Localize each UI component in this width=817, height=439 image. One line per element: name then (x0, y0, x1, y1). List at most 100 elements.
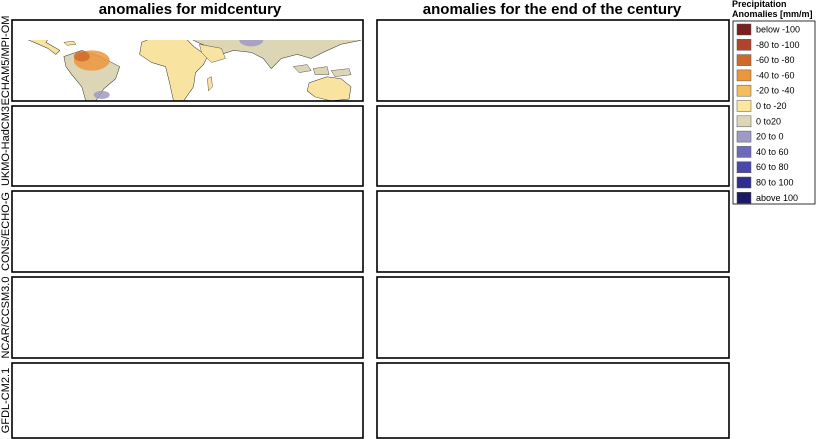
map-panel (377, 363, 729, 438)
panel-frame-bg (377, 20, 729, 101)
anomaly-region (587, 114, 647, 126)
continents (12, 106, 361, 186)
anomaly-region (174, 402, 190, 417)
legend-label: -60 to -80 (756, 55, 795, 65)
row-label: GFDL-CM2.1 (0, 368, 12, 433)
legend-label: below -100 (756, 25, 800, 35)
panel-border (376, 190, 730, 273)
map-panel (24, 40, 363, 102)
anomaly-region (93, 90, 110, 99)
anomaly-region (442, 52, 462, 64)
legend-swatch (736, 39, 752, 51)
map-content (12, 106, 361, 186)
panel-frame-bg (12, 277, 363, 358)
anomaly-region (82, 144, 102, 156)
anomaly-region (525, 397, 561, 408)
panel-border (376, 362, 730, 439)
continents (377, 363, 727, 438)
row-label: ECHAM5/MPI-OM (0, 16, 12, 106)
legend-label: -20 to -40 (756, 86, 795, 96)
map-content (12, 363, 361, 438)
legend-swatch (736, 84, 752, 97)
legend-swatch (736, 130, 752, 143)
map-content (377, 20, 727, 101)
anomaly-region (577, 27, 617, 37)
legend-label: 60 to 80 (756, 162, 789, 172)
row-label: NCAR/CCSM3.0 (0, 277, 12, 359)
map-panel (377, 191, 729, 272)
row-label: UKMO-HadCM3 (0, 106, 12, 186)
row-label: CONS/ECHO-G (0, 192, 12, 271)
continents (377, 20, 727, 101)
legend-label: -80 to -100 (756, 40, 800, 50)
anomaly-region (62, 122, 82, 130)
legend-swatch (736, 100, 752, 112)
map-panel (377, 106, 729, 186)
legend-label: above 100 (756, 193, 798, 203)
legend-label: 0 to -20 (756, 101, 787, 111)
panel-border (376, 19, 730, 102)
anomaly-region (431, 225, 463, 257)
anomaly-region (697, 32, 717, 48)
map-panel (12, 106, 363, 186)
continents (12, 277, 361, 358)
panel-frame-bg (12, 363, 363, 438)
anomaly-region (435, 326, 451, 342)
anomaly-region (307, 374, 335, 389)
anomaly-region (457, 423, 477, 434)
map-content (377, 106, 727, 186)
map-panel (377, 277, 729, 358)
column-title: anomalies for the end of the century (423, 1, 682, 18)
panel-frame-bg (377, 363, 729, 438)
map-panel (12, 363, 363, 438)
map-content (377, 277, 727, 358)
anomaly-region (545, 244, 561, 260)
panel-border (11, 190, 364, 273)
anomaly-region (76, 140, 116, 164)
anomaly-region (437, 50, 481, 74)
anomaly-region (247, 288, 275, 298)
anomaly-region (73, 51, 90, 62)
panel-frame-bg (377, 277, 729, 358)
legend-swatch (736, 192, 752, 204)
anomaly-region (658, 150, 706, 162)
anomaly-region (231, 203, 271, 215)
legend-swatch (736, 115, 752, 128)
anomaly-region (659, 325, 695, 335)
legend-swatch (736, 23, 752, 36)
map-panel (12, 191, 363, 272)
legend-swatch (736, 146, 752, 158)
legend-swatch (736, 69, 752, 82)
anomaly-region (88, 393, 112, 408)
map-panel (12, 277, 363, 358)
anomaly-region (70, 313, 94, 333)
panel-border (376, 105, 730, 187)
map-content (377, 191, 727, 272)
map-content (12, 277, 361, 358)
panel-frame-bg (377, 191, 729, 272)
anomaly-region (68, 227, 80, 235)
panel-border (11, 276, 364, 359)
legend-title: Anomalies [mm/m] (732, 9, 813, 19)
anomaly-region (431, 311, 463, 339)
legend-swatch (736, 161, 752, 173)
column-title: anomalies for midcentury (99, 1, 282, 18)
map-panel (377, 20, 729, 101)
legend-swatch (736, 54, 752, 66)
anomaly-region (154, 395, 182, 403)
anomaly-region (435, 414, 451, 425)
anomaly-region (607, 197, 667, 209)
legend-label: 0 to20 (756, 116, 781, 126)
anomaly-region (664, 69, 700, 77)
panel-border (11, 19, 364, 102)
legend-label: -40 to -60 (756, 70, 795, 80)
legend-label: 40 to 60 (756, 147, 789, 157)
anomaly-region (545, 404, 565, 430)
legend-swatch (736, 176, 752, 189)
anomaly-region (433, 404, 465, 427)
anomaly-region (433, 229, 449, 245)
panel-border (11, 105, 364, 187)
continents (12, 191, 361, 272)
